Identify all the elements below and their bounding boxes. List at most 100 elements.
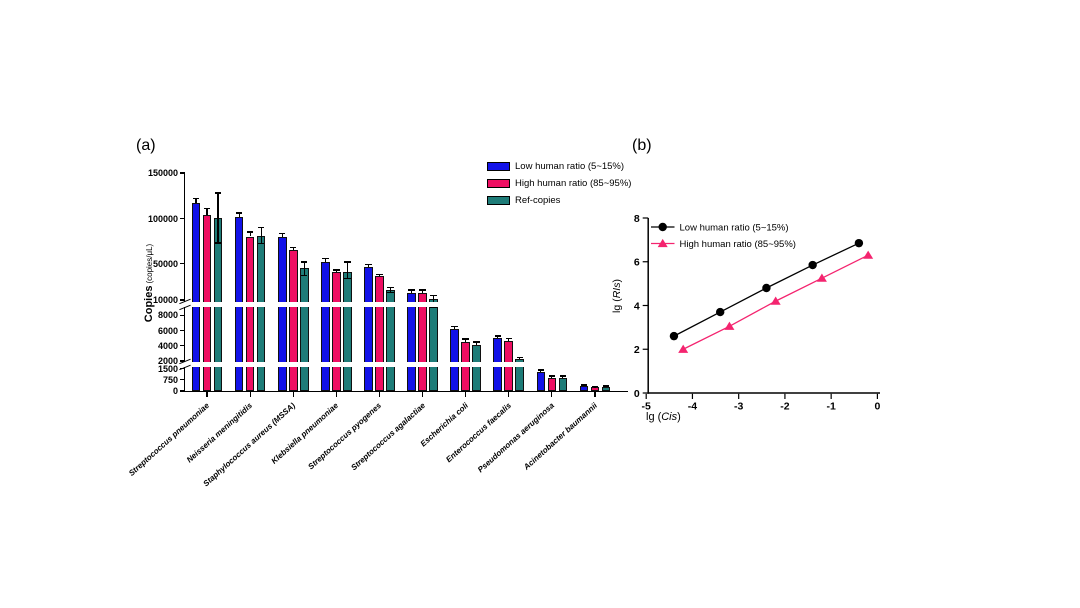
bar — [515, 359, 525, 391]
error-bar-line — [249, 231, 251, 237]
error-bar-cap — [387, 286, 394, 288]
bar — [601, 386, 611, 391]
error-bar-line — [540, 370, 542, 372]
error-bar-cap — [257, 226, 265, 229]
bar — [375, 275, 384, 391]
y-tick-label: 750 — [162, 374, 178, 385]
x-tick — [465, 392, 467, 397]
bar — [418, 292, 427, 391]
y-tick-label: 0 — [172, 386, 178, 397]
error-bar-line — [335, 270, 337, 272]
error-bar-line — [454, 326, 456, 329]
y-tick-label: 6000 — [157, 325, 178, 336]
y-tick — [179, 379, 185, 381]
x-tick — [206, 392, 208, 397]
legend-item: Ref-copies — [487, 195, 687, 207]
y-tick-label: 10000 — [152, 295, 178, 306]
b-x-tick-label: 0 — [874, 401, 880, 413]
b-legend-label: High human ratio (85~95%) — [680, 239, 796, 250]
error-bar-line — [421, 290, 424, 293]
b-legend-marker — [657, 238, 668, 248]
y-tick — [179, 367, 185, 370]
y-tick — [179, 390, 185, 392]
data-point — [854, 238, 864, 248]
b-ylabel-prefix: lg — [611, 304, 623, 313]
legend-label: Low human ratio (5~15%) — [515, 160, 625, 172]
panel-b-x-axis-title: lg (Cis) — [646, 411, 681, 423]
bar — [245, 236, 255, 391]
error-bar-cap — [462, 338, 469, 340]
error-bar-line — [260, 227, 262, 244]
error-bar-cap — [516, 356, 523, 358]
error-bar-line — [519, 357, 521, 360]
error-bar-cap — [344, 277, 351, 279]
error-bar-cap — [365, 264, 372, 266]
bar — [407, 292, 416, 391]
data-point — [715, 307, 725, 317]
bar — [536, 371, 546, 391]
panel-b-label: (b) — [632, 137, 652, 154]
error-bar-cap — [333, 269, 340, 271]
b-y-tick-label: 2 — [634, 344, 640, 356]
y-tick — [179, 263, 185, 265]
data-point — [678, 344, 689, 353]
error-bar-cap — [301, 261, 308, 263]
error-bar-cap — [279, 233, 286, 235]
error-bar-line — [551, 376, 553, 378]
error-bar-cap — [559, 375, 567, 377]
error-bar-cap — [387, 292, 394, 294]
error-bar-cap — [203, 207, 211, 210]
y-tick — [179, 345, 185, 347]
y-tick-label: 1500 — [157, 363, 178, 374]
b-ylabel-var: RIs — [611, 282, 623, 299]
y-tick-label: 8000 — [157, 310, 178, 321]
data-point — [724, 321, 735, 330]
error-bar-cap — [494, 335, 501, 337]
error-bar-line — [508, 338, 510, 342]
error-bar-line — [346, 261, 348, 279]
legend-item: High human ratio (85~95%) — [487, 178, 687, 190]
error-bar-line — [292, 247, 294, 251]
bar — [558, 377, 568, 391]
b-y-tick-label: 0 — [634, 388, 640, 400]
data-point — [808, 260, 817, 270]
error-bar-cap — [246, 231, 254, 233]
y-tick — [179, 360, 185, 362]
bar — [472, 344, 481, 391]
legend-label: High human ratio (85~95%) — [515, 177, 632, 189]
b-x-tick-label: -4 — [688, 401, 697, 413]
error-bar-cap — [430, 294, 437, 297]
b-x-tick-label: -1 — [826, 401, 835, 413]
data-point — [762, 283, 771, 293]
error-bar-cap — [451, 326, 458, 328]
x-tick — [335, 392, 337, 397]
bar — [332, 271, 341, 391]
data-point — [863, 250, 874, 259]
bar — [364, 267, 373, 391]
b-x-tick-label: -3 — [734, 401, 743, 413]
error-bar-cap — [537, 369, 545, 371]
x-tick — [292, 392, 294, 397]
y-tick-label: 50000 — [152, 258, 178, 269]
error-bar-cap — [430, 307, 437, 309]
error-bar-cap — [376, 273, 383, 275]
error-bar-line — [195, 198, 197, 203]
error-bar-line — [324, 258, 326, 262]
bar — [321, 261, 330, 391]
b-xlabel-prefix: lg — [646, 411, 655, 423]
data-point — [770, 296, 781, 305]
bar — [590, 387, 600, 391]
error-bar-cap — [419, 289, 426, 291]
error-bar-line — [562, 376, 564, 378]
y-tick — [179, 299, 185, 301]
bar — [191, 202, 201, 391]
x-tick — [421, 392, 424, 397]
error-bar-cap — [301, 274, 308, 277]
x-tick — [249, 392, 251, 397]
error-bar-cap — [322, 257, 329, 259]
error-bar-cap — [235, 212, 243, 214]
b-y-tick-label: 8 — [634, 213, 640, 225]
b-xlabel-close-paren: ) — [677, 411, 681, 423]
